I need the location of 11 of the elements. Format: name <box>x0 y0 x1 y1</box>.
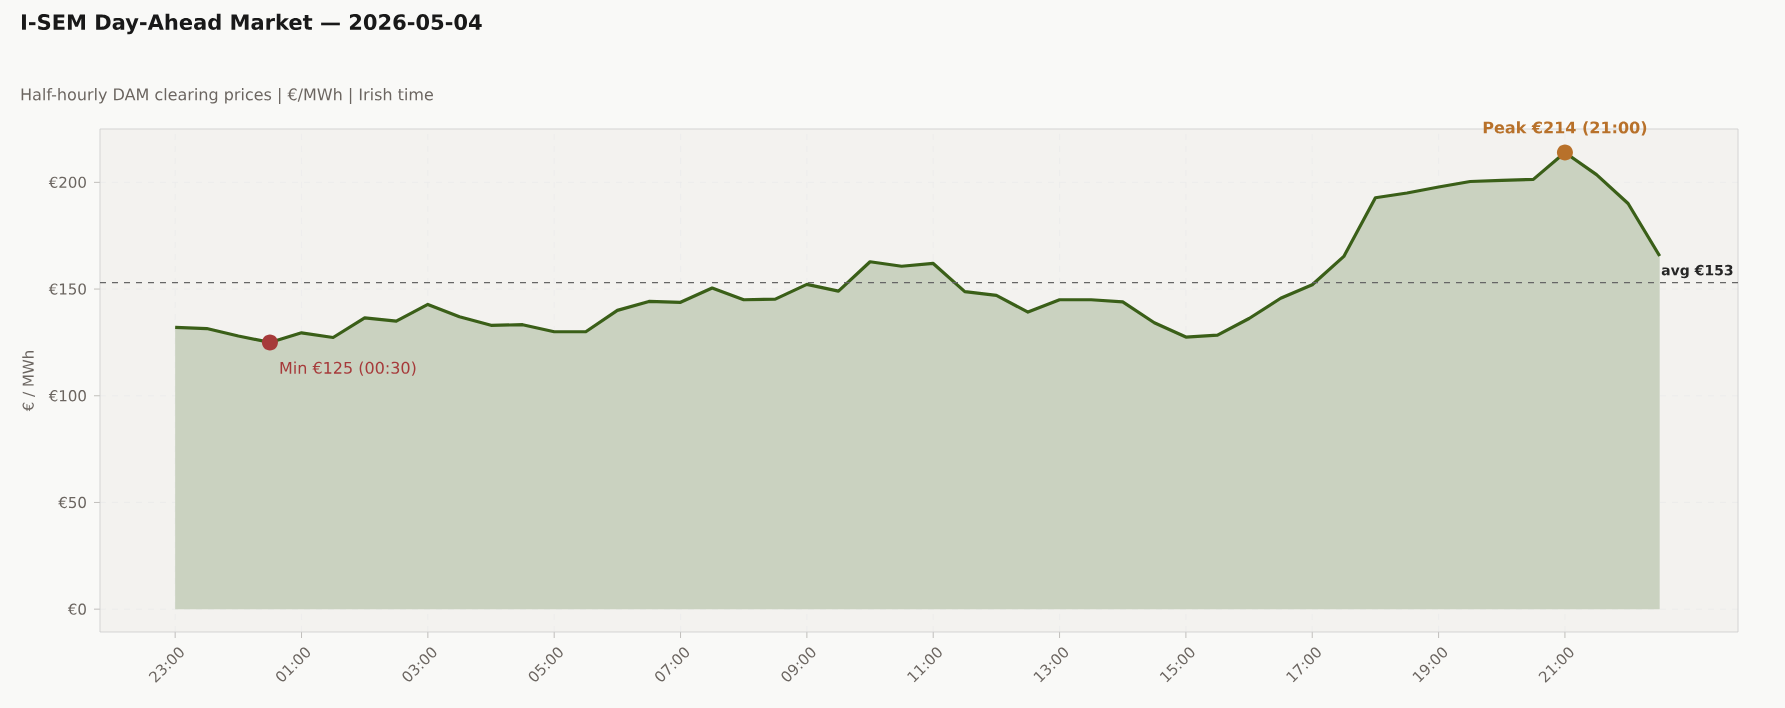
y-axis-title: € / MWh <box>22 351 36 412</box>
y-tick-label: €0 <box>67 603 86 615</box>
y-tick-label: €150 <box>48 283 86 295</box>
y-tick-label: €200 <box>48 176 86 189</box>
y-tick-label: €100 <box>48 390 86 402</box>
ref-line-label: avg €153 <box>1661 264 1733 279</box>
y-tick-label: €50 <box>58 496 86 509</box>
annotation: Peak €214 (21:00) <box>1483 121 1647 136</box>
chart-title: I-SEM Day-Ahead Market — 2026-05-04 <box>21 13 482 35</box>
annotation: Min €125 (00:30) <box>280 361 416 376</box>
chart-subtitle: Half-hourly DAM clearing prices | €/MWh | Irish time <box>21 87 433 104</box>
